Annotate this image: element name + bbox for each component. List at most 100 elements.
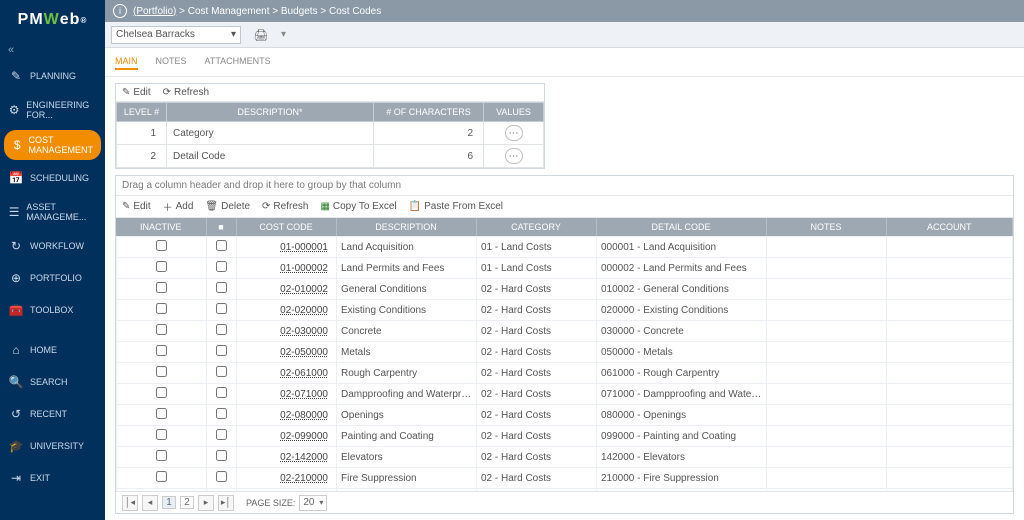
sidebar-item-9[interactable]: 🔍SEARCH — [0, 366, 105, 398]
table-row[interactable]: 02-099000Painting and Coating02 - Hard C… — [117, 426, 1013, 447]
row-select-checkbox[interactable] — [216, 387, 227, 398]
sidebar-item-11[interactable]: 🎓UNIVERSITY — [0, 430, 105, 462]
row-inactive-checkbox[interactable] — [156, 450, 167, 461]
tab-notes[interactable]: NOTES — [156, 54, 187, 70]
level-row[interactable]: 2Detail Code6⋯ — [117, 145, 544, 168]
sidebar-item-2[interactable]: $COST MANAGEMENT — [4, 130, 101, 160]
costcode-link[interactable]: 02-080000 — [280, 410, 328, 421]
row-select-checkbox[interactable] — [216, 240, 227, 251]
print-button[interactable]: 🖨 — [251, 26, 271, 44]
pager-page-1[interactable]: 1 — [162, 496, 176, 509]
row-select-checkbox[interactable] — [216, 345, 227, 356]
col-detail[interactable]: DETAIL CODE — [596, 218, 766, 236]
grid-add-button[interactable]: ＋Add — [163, 199, 194, 214]
costcode-link[interactable]: 02-030000 — [280, 326, 328, 337]
row-select-checkbox[interactable] — [216, 450, 227, 461]
sidebar-item-7[interactable]: 🧰TOOLBOX — [0, 294, 105, 326]
table-row[interactable]: 01-000001Land Acquisition01 - Land Costs… — [117, 237, 1013, 258]
sidebar-item-1[interactable]: ⚙ENGINEERING FOR... — [0, 92, 105, 128]
table-row[interactable]: 02-030000Concrete02 - Hard Costs030000 -… — [117, 321, 1013, 342]
grid-edit-button[interactable]: ✎Edit — [122, 199, 151, 214]
costcode-link[interactable]: 02-099000 — [280, 431, 328, 442]
table-row[interactable]: 02-050000Metals02 - Hard Costs050000 - M… — [117, 342, 1013, 363]
row-inactive-checkbox[interactable] — [156, 324, 167, 335]
group-by-hint[interactable]: Drag a column header and drop it here to… — [116, 176, 1013, 196]
grid-copyexcel-button[interactable]: ▦Copy To Excel — [320, 199, 396, 214]
table-row[interactable]: 02-020000Existing Conditions02 - Hard Co… — [117, 300, 1013, 321]
row-select-checkbox[interactable] — [216, 303, 227, 314]
pager-last[interactable]: ▸│ — [218, 495, 234, 511]
col-desc[interactable]: DESCRIPTION — [336, 218, 476, 236]
costcode-link[interactable]: 02-061000 — [280, 368, 328, 379]
breadcrumb-portfolio[interactable]: (Portfolio) — [133, 6, 176, 17]
pager-next[interactable]: ▸ — [198, 495, 214, 511]
levels-col-chars[interactable]: # OF CHARACTERS — [374, 103, 484, 122]
table-row[interactable]: 02-010002General Conditions02 - Hard Cos… — [117, 279, 1013, 300]
row-inactive-checkbox[interactable] — [156, 471, 167, 482]
row-select-checkbox[interactable] — [216, 429, 227, 440]
costcode-link[interactable]: 02-210000 — [280, 473, 328, 484]
info-icon[interactable]: i — [113, 4, 127, 18]
row-select-checkbox[interactable] — [216, 408, 227, 419]
sidebar-item-10[interactable]: ↺RECENT — [0, 398, 105, 430]
row-inactive-checkbox[interactable] — [156, 303, 167, 314]
col-account[interactable]: ACCOUNT — [886, 218, 1013, 236]
col-inactive[interactable]: INACTIVE — [116, 218, 206, 236]
table-row[interactable]: 02-210000Fire Suppression02 - Hard Costs… — [117, 468, 1013, 489]
row-inactive-checkbox[interactable] — [156, 282, 167, 293]
table-row[interactable]: 02-080000Openings02 - Hard Costs080000 -… — [117, 405, 1013, 426]
pager-size-select[interactable]: 20▾ — [299, 495, 327, 511]
col-selectall[interactable]: ■ — [206, 218, 236, 236]
levels-col-level[interactable]: LEVEL # — [117, 103, 167, 122]
pager-prev[interactable]: ◂ — [142, 495, 158, 511]
project-selector[interactable]: Chelsea Barracks ▾ — [111, 26, 241, 44]
costcode-link[interactable]: 01-000002 — [280, 263, 328, 274]
level-values-button[interactable]: ⋯ — [505, 148, 523, 164]
sidebar-item-6[interactable]: ⊕PORTFOLIO — [0, 262, 105, 294]
table-row[interactable]: 02-142000Elevators02 - Hard Costs142000 … — [117, 447, 1013, 468]
table-row[interactable]: 02-071000Dampproofing and Waterproofing0… — [117, 384, 1013, 405]
row-inactive-checkbox[interactable] — [156, 345, 167, 356]
table-row[interactable]: 01-000002Land Permits and Fees01 - Land … — [117, 258, 1013, 279]
sidebar-item-0[interactable]: ✎PLANNING — [0, 60, 105, 92]
levels-col-desc[interactable]: DESCRIPTION* — [167, 103, 374, 122]
levels-refresh-button[interactable]: ⟳Refresh — [163, 87, 209, 98]
col-notes[interactable]: NOTES — [766, 218, 886, 236]
print-dropdown-icon[interactable]: ▾ — [281, 29, 286, 40]
sidebar-item-12[interactable]: ⇥EXIT — [0, 462, 105, 494]
pager-first[interactable]: │◂ — [122, 495, 138, 511]
row-inactive-checkbox[interactable] — [156, 240, 167, 251]
row-inactive-checkbox[interactable] — [156, 261, 167, 272]
costcode-link[interactable]: 02-142000 — [280, 452, 328, 463]
sidebar-item-8[interactable]: ⌂HOME — [0, 334, 105, 366]
levels-edit-button[interactable]: ✎Edit — [122, 87, 151, 98]
levels-col-values[interactable]: VALUES — [484, 103, 544, 122]
level-row[interactable]: 1Category2⋯ — [117, 122, 544, 145]
grid-delete-button[interactable]: 🗑Delete — [205, 199, 250, 214]
costcode-link[interactable]: 02-071000 — [280, 389, 328, 400]
row-select-checkbox[interactable] — [216, 471, 227, 482]
level-values-button[interactable]: ⋯ — [505, 125, 523, 141]
row-inactive-checkbox[interactable] — [156, 387, 167, 398]
row-inactive-checkbox[interactable] — [156, 366, 167, 377]
costcodes-body-scroll[interactable]: 01-000001Land Acquisition01 - Land Costs… — [116, 236, 1013, 491]
costcode-link[interactable]: 01-000001 — [280, 242, 328, 253]
tab-main[interactable]: MAIN — [115, 54, 138, 70]
row-inactive-checkbox[interactable] — [156, 408, 167, 419]
row-select-checkbox[interactable] — [216, 366, 227, 377]
grid-pasteexcel-button[interactable]: 📋Paste From Excel — [409, 199, 503, 214]
sidebar-item-5[interactable]: ↻WORKFLOW — [0, 230, 105, 262]
sidebar-item-4[interactable]: ☰ASSET MANAGEME... — [0, 194, 105, 230]
costcode-link[interactable]: 02-010002 — [280, 284, 328, 295]
col-code[interactable]: COST CODE — [236, 218, 336, 236]
costcode-link[interactable]: 02-020000 — [280, 305, 328, 316]
tab-attachments[interactable]: ATTACHMENTS — [205, 54, 271, 70]
pager-page-2[interactable]: 2 — [180, 496, 194, 509]
row-select-checkbox[interactable] — [216, 282, 227, 293]
row-select-checkbox[interactable] — [216, 324, 227, 335]
grid-refresh-button[interactable]: ⟳Refresh — [262, 199, 308, 214]
sidebar-item-3[interactable]: 📅SCHEDULING — [0, 162, 105, 194]
costcode-link[interactable]: 02-050000 — [280, 347, 328, 358]
sidebar-collapse-icon[interactable]: « — [0, 40, 105, 60]
table-row[interactable]: 02-061000Rough Carpentry02 - Hard Costs0… — [117, 363, 1013, 384]
